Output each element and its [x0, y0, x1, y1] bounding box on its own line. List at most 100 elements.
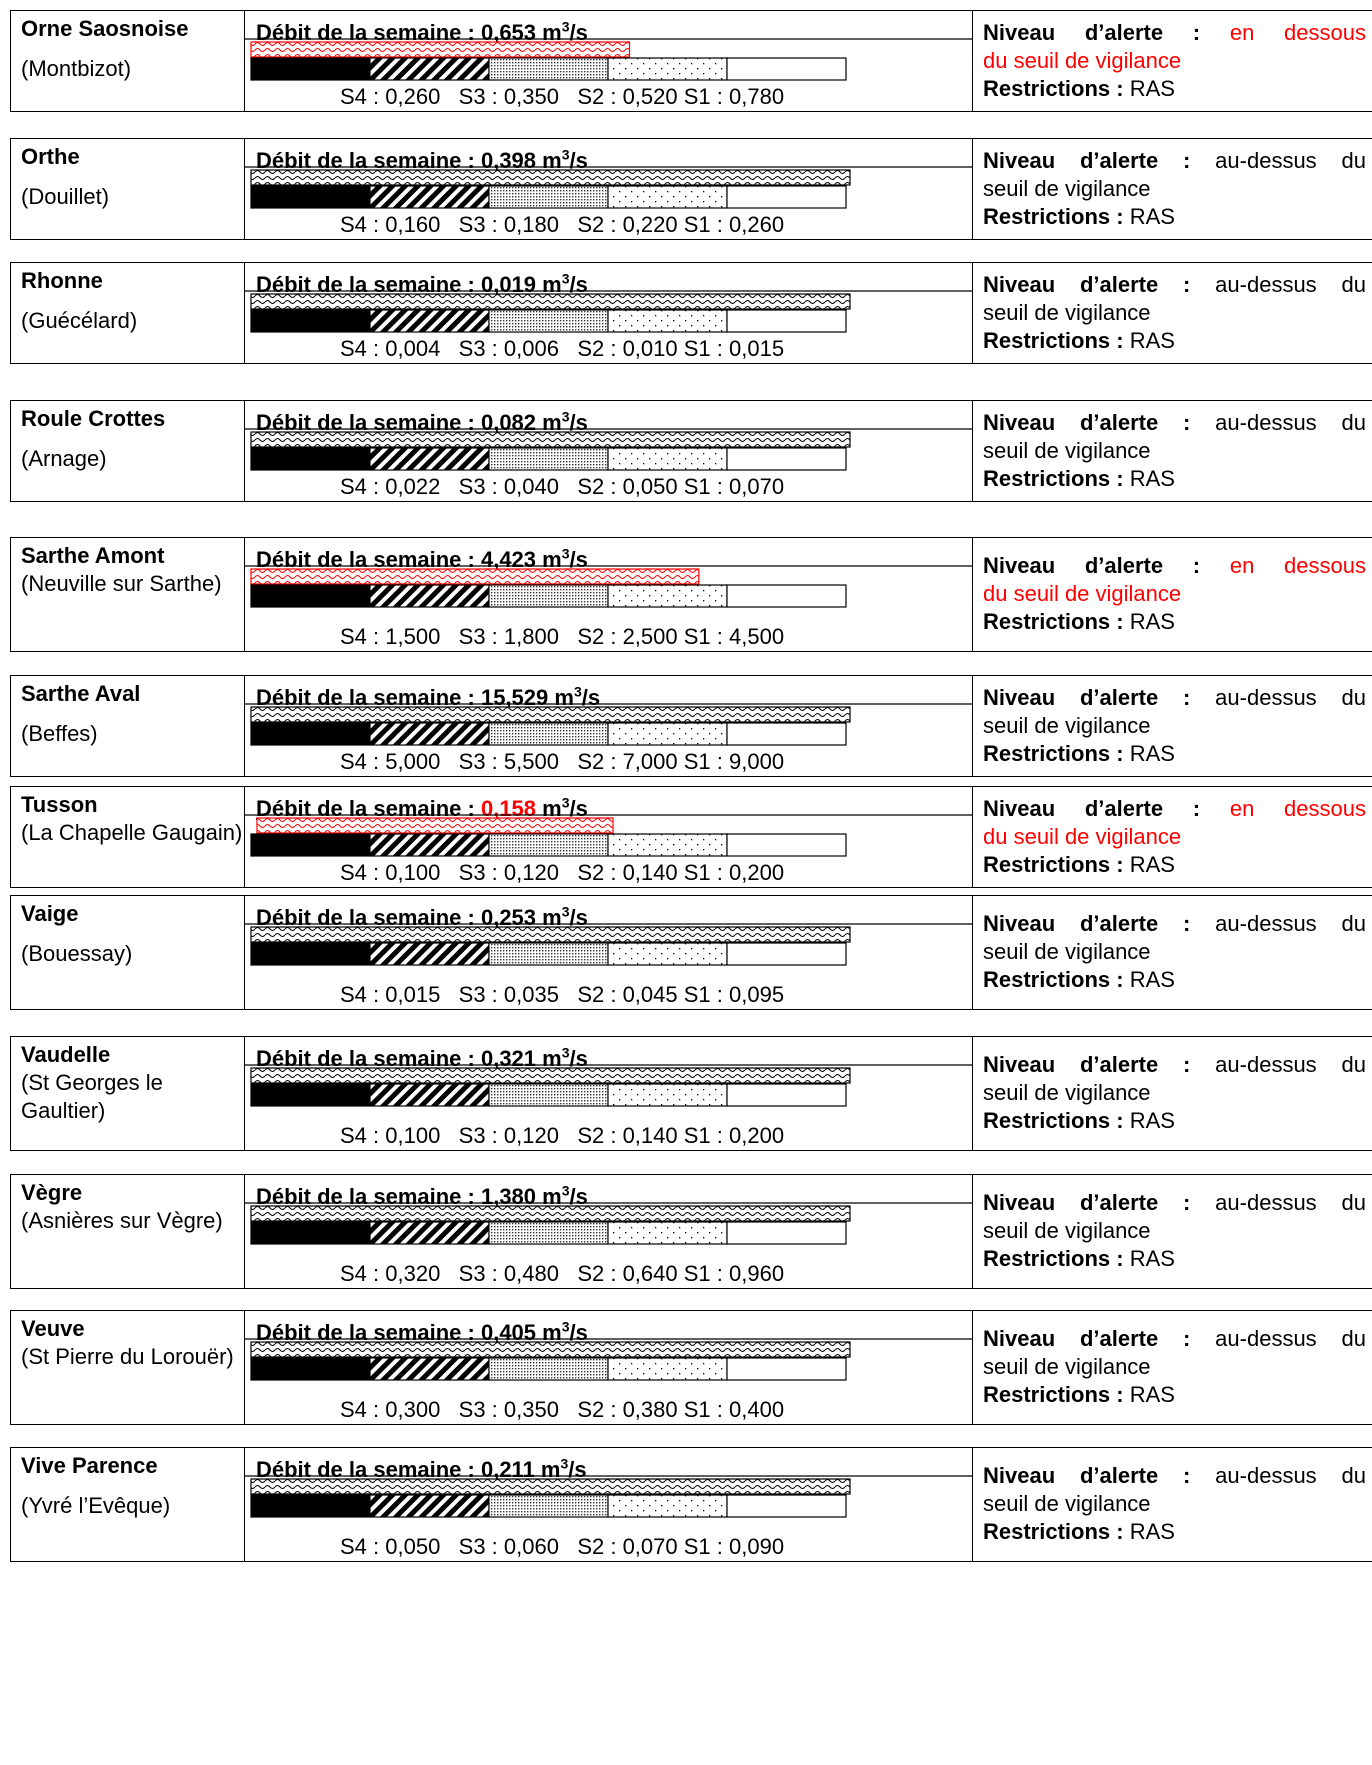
river-name: Vaige — [21, 901, 79, 926]
river-name: Veuve — [21, 1316, 85, 1341]
restrictions-line: Restrictions : RAS — [983, 740, 1366, 768]
alert-status-word-2: dessous — [1284, 796, 1366, 821]
debit-wave-bar — [250, 431, 851, 448]
debit-unit-exponent: 3 — [560, 1456, 569, 1472]
segment-s1 — [607, 1221, 728, 1245]
alert-status-word-2: du — [1341, 148, 1366, 173]
river-name: Vive Parence — [21, 1453, 158, 1478]
restrictions-value: RAS — [1129, 741, 1175, 766]
debit-value: 0,321 — [480, 1046, 537, 1072]
station-block: Vaige (Bouessay) Débit de la semaine : 0,2… — [10, 895, 1372, 1010]
segment-s3 — [369, 447, 490, 471]
river-name: Sarthe Aval — [21, 681, 141, 706]
debit-cell: Débit de la semaine : 0,211 m3/s S4 : 0,0… — [245, 1448, 973, 1561]
threshold-value-s4: 0,320 — [385, 1261, 441, 1286]
threshold-value-s2: 0,050 — [622, 474, 678, 499]
debit-value: 4,423 — [480, 547, 537, 573]
station-cell: Vègre (Asnières sur Vègre) — [10, 1175, 245, 1288]
threshold-value-s4: 0,260 — [385, 84, 441, 109]
alert-status-word-2: dessous — [1284, 553, 1366, 578]
debit-prefix: Débit de la semaine : — [256, 1457, 481, 1483]
threshold-s1: S1 : 0,015 — [683, 336, 785, 361]
debit-wave-bar — [256, 817, 614, 834]
debit-value: 0,398 — [480, 148, 537, 174]
station-cell: Roule Crottes (Arnage) — [10, 401, 245, 501]
restrictions-value: RAS — [1129, 609, 1175, 634]
niveau-label: Niveau d’alerte : — [983, 1463, 1191, 1488]
threshold-s3: S3 : 0,040 — [458, 474, 559, 499]
station-block: Tusson (La Chapelle Gaugain) Débit de la s… — [10, 786, 1372, 888]
segment-s3 — [369, 1221, 490, 1245]
debit-prefix: Débit de la semaine : — [256, 410, 481, 436]
debit-value: 0,019 — [480, 272, 537, 298]
alert-cell: Niveau d’alerte : au-dessus du seuil de v… — [973, 1311, 1372, 1424]
station-cell: Vive Parence (Yvré l’Evêque) — [10, 1448, 245, 1561]
threshold-value-s3: 0,006 — [503, 336, 559, 361]
debit-value: 15,529 — [480, 685, 549, 711]
river-name: Orthe — [21, 144, 80, 169]
restrictions-line: Restrictions : RAS — [983, 851, 1366, 879]
threshold-values: S4 : 0,100 S3 : 0,120 S2 : 0,140 S1 : 0,… — [340, 860, 784, 886]
debit-unit-exponent: 3 — [573, 684, 582, 700]
threshold-value-s2: 0,140 — [622, 860, 678, 885]
threshold-s3: S3 : 5,500 — [458, 749, 559, 774]
threshold-value-s2: 0,140 — [622, 1123, 678, 1148]
debit-unit-exponent: 3 — [561, 546, 570, 562]
debit-value: 0,653 — [480, 20, 537, 46]
threshold-s2: S2 : 0,220 — [577, 212, 678, 237]
segment-s1 — [607, 833, 728, 857]
threshold-value-s1: 0,070 — [729, 474, 785, 499]
debit-title-underlined: Débit de la semaine : 0,253 m3/s — [256, 904, 588, 930]
segment-s4 — [250, 1083, 371, 1107]
segment-above — [726, 722, 847, 746]
station-location: (Beffes) — [21, 721, 98, 746]
niveau-label: Niveau d’alerte : — [983, 911, 1191, 936]
segment-s2 — [488, 942, 609, 966]
segment-s3 — [369, 722, 490, 746]
alert-line-2: seuil de vigilance — [983, 713, 1151, 738]
threshold-s4: S4 : 0,022 — [340, 474, 441, 499]
station-cell: Orne Saosnoise (Montbizot) — [10, 11, 245, 111]
station-location: (Yvré l’Evêque) — [21, 1493, 171, 1518]
segment-s2 — [488, 584, 609, 608]
restrictions-label: Restrictions : — [983, 1108, 1124, 1133]
alert-status-word: en — [1229, 796, 1255, 821]
threshold-value-s3: 0,035 — [503, 982, 559, 1007]
station-block: Orthe (Douillet) Débit de la semaine : 0,3… — [10, 138, 1372, 240]
alert-line-2: seuil de vigilance — [983, 438, 1151, 463]
alert-status-word-2: du — [1341, 410, 1366, 435]
segment-s4 — [250, 1357, 371, 1381]
debit-value: 0,082 — [480, 410, 537, 436]
alert-line-1: Niveau d’alerte : au-dessus du — [983, 1189, 1366, 1217]
alert-status-word-2: du — [1341, 911, 1366, 936]
segment-s1 — [607, 1083, 728, 1107]
threshold-s1: S1 : 0,960 — [683, 1261, 785, 1286]
alert-line-2: du seuil de vigilance — [983, 581, 1182, 606]
debit-bar-graphic — [245, 703, 973, 746]
station-location: (Montbizot) — [21, 56, 132, 81]
debit-value: 0,158 — [480, 796, 537, 822]
threshold-value-s2: 0,220 — [622, 212, 678, 237]
alert-line-1: Niveau d’alerte : en dessous — [983, 552, 1366, 580]
threshold-value-s1: 0,400 — [729, 1397, 785, 1422]
segment-s4 — [250, 942, 371, 966]
niveau-label: Niveau d’alerte : — [983, 796, 1201, 821]
threshold-s2: S2 : 0,140 — [577, 1123, 678, 1148]
debit-title-underlined: Débit de la semaine : 4,423 m3/s — [256, 546, 588, 573]
restrictions-line: Restrictions : RAS — [983, 203, 1366, 231]
debit-wave-bar — [250, 1478, 851, 1495]
threshold-value-s2: 7,000 — [622, 749, 678, 774]
segment-s1 — [607, 1494, 728, 1518]
niveau-label: Niveau d’alerte : — [983, 685, 1191, 710]
debit-value: 1,380 — [480, 1184, 537, 1210]
niveau-label: Niveau d’alerte : — [983, 20, 1201, 45]
debit-unit-exponent: 3 — [561, 271, 570, 287]
alert-status-word: en — [1229, 553, 1255, 578]
restrictions-value: RAS — [1129, 852, 1175, 877]
station-location: (Guécélard) — [21, 308, 138, 333]
station-location: (Douillet) — [21, 184, 110, 209]
threshold-value-s3: 1,800 — [503, 624, 559, 649]
debit-bar-graphic — [245, 1475, 973, 1518]
alert-line-2: du seuil de vigilance — [983, 824, 1182, 849]
alert-line-2: seuil de vigilance — [983, 1218, 1151, 1243]
